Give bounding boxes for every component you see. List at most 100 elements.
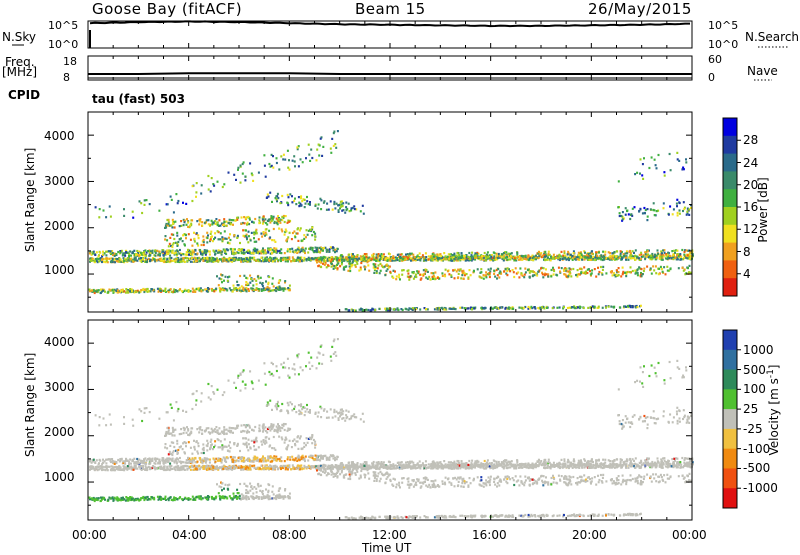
power-cell [102,290,104,292]
power-cell [639,208,641,210]
power-cell [287,236,289,238]
power-cell [185,234,187,236]
power-cell [564,252,566,254]
velocity-cell [108,466,110,468]
power-cell [165,226,167,228]
power-cell [208,288,210,290]
power-cell [175,193,177,195]
power-cell [249,282,251,284]
power-cell [467,256,469,258]
power-cell [425,256,427,258]
power-cell [177,290,179,292]
power-cell [179,238,181,240]
power-cell [363,257,365,259]
power-cell [580,271,582,273]
power-cell [683,254,685,256]
power-cell [373,272,375,274]
power-cell [523,307,525,309]
power-cell [663,202,665,204]
power-cell [131,290,133,292]
power-cell [98,260,100,262]
power-cell [129,290,131,292]
power-cell [412,254,414,256]
power-cell [535,272,537,274]
power-cell [592,256,594,258]
power-cell [275,195,277,197]
power-cell [427,278,429,280]
power-cell [529,277,531,279]
power-cell [590,273,592,275]
power-cell [215,218,217,220]
power-cell [184,221,186,223]
power-cell [298,205,300,207]
power-cell [239,289,241,291]
power-cell [292,259,294,261]
power-cell [241,290,243,292]
power-cell [287,248,289,250]
power-cell [338,209,340,211]
power-cell [654,254,656,256]
power-cell [159,288,161,290]
power-cell [330,148,332,150]
power-cell [496,307,498,309]
power-cell [187,226,189,228]
power-cell [336,203,338,205]
power-cell [266,197,268,199]
power-cell [105,216,107,218]
power-cell [326,266,328,268]
power-cell [521,259,523,261]
power-cell [475,255,477,257]
power-cell [133,261,135,263]
power-cell [440,253,442,255]
power-cell [638,210,640,212]
power-cell [321,155,323,157]
power-cell [108,258,110,260]
power-cell [279,222,281,224]
power-cell [207,237,209,239]
power-cell [182,240,184,242]
power-cell [657,253,659,255]
power-cell [658,268,660,270]
power-cell [246,258,248,260]
power-cell [228,172,230,174]
power-cell [300,227,302,229]
power-cell [553,257,555,259]
power-cell [332,209,334,211]
power-cell [278,218,280,220]
power-cell [598,257,600,259]
power-cell [625,275,627,277]
power-cell [187,249,189,251]
power-cell [643,270,645,272]
power-cell [671,257,673,259]
power-cell [333,145,335,147]
power-cell [341,263,343,265]
power-cell [296,146,298,148]
velocity-cell [114,469,116,471]
power-cell [563,269,565,271]
power-cell [201,253,203,255]
power-cell [228,222,230,224]
power-cell [198,219,200,221]
power-cell [268,276,270,278]
power-cell [249,259,251,261]
power-cell [127,292,129,294]
power-cell [157,288,159,290]
power-cell [379,272,381,274]
power-cell [414,307,416,309]
power-cell [281,287,283,289]
power-cell [251,288,253,290]
power-cell [239,275,241,277]
velocity-cell [290,468,292,470]
velocity-cell [682,466,684,468]
power-cell [197,244,199,246]
power-cell [228,258,230,260]
power-cell [443,308,445,310]
power-cell [200,290,202,292]
power-cell [249,275,251,277]
power-cell [316,259,318,261]
power-cell [415,274,417,276]
power-cell [399,278,401,280]
power-cell [267,251,269,253]
power-cell [467,276,469,278]
power-cell [271,217,273,219]
